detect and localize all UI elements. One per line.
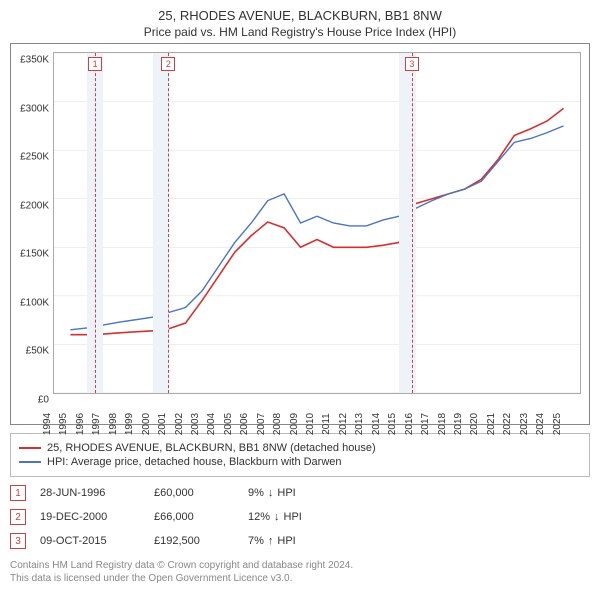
event-marker-icon: 2 — [10, 509, 26, 525]
x-tick-label: 1997 — [91, 413, 102, 435]
event-price: £66,000 — [154, 511, 234, 523]
x-tick-label: 2011 — [321, 413, 332, 435]
x-tick-label: 2001 — [157, 413, 168, 435]
chart-title: 25, RHODES AVENUE, BLACKBURN, BB1 8NW — [0, 8, 600, 23]
x-tick-label: 2013 — [354, 413, 365, 435]
y-tick-label: £250K — [20, 152, 49, 163]
y-tick-label: £100K — [20, 297, 49, 308]
legend-swatch — [19, 461, 41, 463]
x-tick-label: 2003 — [190, 413, 201, 435]
events-table: 1 28-JUN-1996 £60,000 9%↓HPI 2 19-DEC-2000 £66… — [10, 481, 590, 553]
x-tick-label: 1998 — [108, 413, 119, 435]
x-tick-label: 2016 — [404, 413, 415, 435]
event-date: 09-OCT-2015 — [40, 535, 140, 547]
x-tick-label: 2019 — [453, 413, 464, 435]
x-tick-label: 2020 — [469, 413, 480, 435]
event-price: £192,500 — [154, 535, 234, 547]
y-tick-label: £50K — [26, 346, 49, 357]
event-diff: 12%↓HPI — [248, 511, 358, 523]
x-tick-label: 1994 — [42, 413, 53, 435]
x-tick-label: 2007 — [256, 413, 267, 435]
event-marker: 2 — [161, 57, 175, 71]
x-tick-label: 2006 — [239, 413, 250, 435]
x-tick-label: 2023 — [519, 413, 530, 435]
y-tick-label: £0 — [38, 395, 49, 406]
x-tick-label: 2008 — [272, 413, 283, 435]
y-tick-label: £200K — [20, 200, 49, 211]
event-marker: 1 — [88, 57, 102, 71]
event-row: 1 28-JUN-1996 £60,000 9%↓HPI — [10, 481, 590, 505]
x-tick-label: 1999 — [124, 413, 135, 435]
x-axis: 1994199519961997199819992000200120022003… — [53, 394, 581, 424]
credits-line-2: This data is licensed under the Open Gov… — [10, 572, 590, 585]
chart-subtitle: Price paid vs. HM Land Registry's House … — [0, 25, 600, 39]
legend-item: 25, RHODES AVENUE, BLACKBURN, BB1 8NW (d… — [19, 442, 581, 454]
x-tick-label: 2024 — [535, 413, 546, 435]
y-axis: £0£50K£100K£150K£200K£250K£300K£350K — [11, 52, 53, 394]
x-tick-label: 2017 — [420, 413, 431, 435]
x-tick-label: 2021 — [486, 413, 497, 435]
x-tick-label: 2010 — [305, 413, 316, 435]
y-tick-label: £300K — [20, 103, 49, 114]
legend: 25, RHODES AVENUE, BLACKBURN, BB1 8NW (d… — [10, 433, 590, 477]
y-tick-label: £350K — [20, 55, 49, 66]
event-price: £60,000 — [154, 487, 234, 499]
event-diff: 9%↓HPI — [248, 487, 358, 499]
event-row: 2 19-DEC-2000 £66,000 12%↓HPI — [10, 505, 590, 529]
event-diff: 7%↑HPI — [248, 535, 358, 547]
legend-item: HPI: Average price, detached house, Blac… — [19, 456, 581, 468]
x-tick-label: 2000 — [141, 413, 152, 435]
x-tick-label: 2025 — [552, 413, 563, 435]
x-tick-label: 2018 — [437, 413, 448, 435]
event-date: 28-JUN-1996 — [40, 487, 140, 499]
x-tick-label: 2005 — [223, 413, 234, 435]
event-marker: 3 — [405, 57, 419, 71]
credits: Contains HM Land Registry data © Crown c… — [10, 559, 590, 585]
event-marker-icon: 1 — [10, 485, 26, 501]
x-tick-label: 2009 — [289, 413, 300, 435]
x-tick-label: 2022 — [502, 413, 513, 435]
credits-line-1: Contains HM Land Registry data © Crown c… — [10, 559, 590, 572]
x-tick-label: 2015 — [387, 413, 398, 435]
event-marker-icon: 3 — [10, 533, 26, 549]
event-row: 3 09-OCT-2015 £192,500 7%↑HPI — [10, 529, 590, 553]
event-date: 19-DEC-2000 — [40, 511, 140, 523]
x-tick-label: 2002 — [174, 413, 185, 435]
x-tick-label: 1996 — [75, 413, 86, 435]
chart-box: £0 £50K £100K £150K £200K £250K £300K £350K 1 2 3… — [10, 43, 590, 425]
y-tick-label: £150K — [20, 249, 49, 260]
legend-label: 25, RHODES AVENUE, BLACKBURN, BB1 8NW (d… — [47, 442, 376, 454]
x-tick-label: 2004 — [206, 413, 217, 435]
legend-swatch — [19, 447, 41, 449]
x-tick-label: 2014 — [371, 413, 382, 435]
chart-frame: { "title": "25, RHODES AVENUE, BLACKBURN… — [0, 8, 600, 598]
x-tick-label: 1995 — [58, 413, 69, 435]
plot-area: 1 2 3 — [53, 52, 581, 394]
legend-label: HPI: Average price, detached house, Blac… — [47, 456, 342, 468]
x-tick-label: 2012 — [338, 413, 349, 435]
line-layer — [54, 53, 580, 393]
